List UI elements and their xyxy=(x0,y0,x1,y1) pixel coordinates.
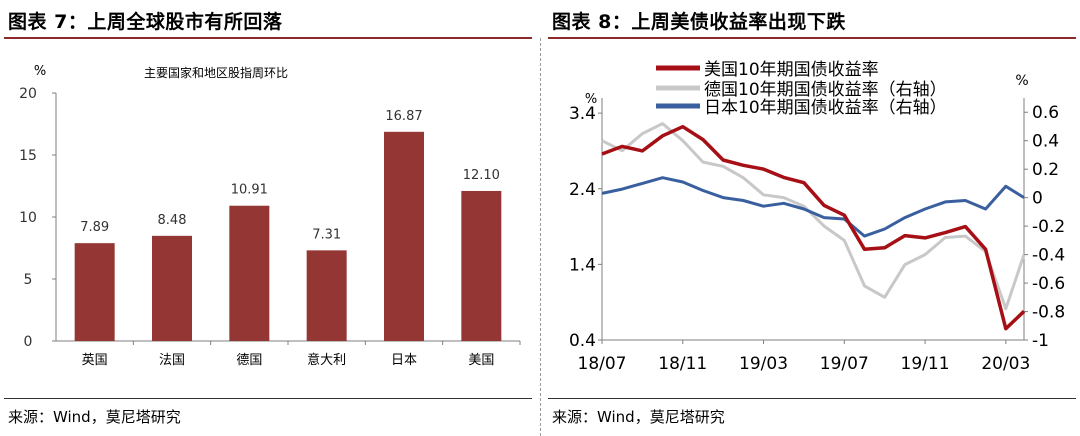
bar-category-label: 美国 xyxy=(468,353,494,368)
line-chart: 美国10年期国债收益率德国10年期国债收益率（右轴）日本10年期国债收益率（右轴… xyxy=(569,60,1065,374)
right-source-rule xyxy=(548,398,1076,399)
bar-value-label: 8.48 xyxy=(158,213,187,228)
bar-value-label: 10.91 xyxy=(231,183,268,198)
right-chart-panel: 图表 8：上周美债收益率出现下跌 美国10年期国债收益率 德国10年期国债收益率（… xyxy=(544,0,1080,436)
right-source-note: 来源：Wind，莫尼塔研究 xyxy=(552,408,725,426)
right-y-tick-label: 0.4 xyxy=(1032,132,1059,152)
right-axis-unit: % xyxy=(1015,73,1028,89)
bar-value-label: 7.89 xyxy=(80,220,109,235)
left-chart-title: 图表 7：上周全球股市有所回落 xyxy=(8,11,283,33)
series-line-3 xyxy=(601,176,1025,238)
bar-y-tick-label: 10 xyxy=(19,210,37,226)
left-y-tick-label: 1.4 xyxy=(569,255,596,275)
left-chart-panel: 图表 7：上周全球股市有所回落 主要国家和地区股指周环比% 0 5 10 15 20 7.8… xyxy=(0,0,536,436)
bar-y-tick-label: 5 xyxy=(24,272,33,288)
bar-y-tick-label: 15 xyxy=(19,148,37,164)
x-tick-label: 20/03 xyxy=(981,354,1030,374)
right-y-tick-label: -0.6 xyxy=(1032,274,1065,294)
bar-6 xyxy=(461,190,502,341)
left-y-tick-label: 0.4 xyxy=(569,331,596,351)
bar-value-label: 16.87 xyxy=(385,109,422,124)
x-tick-label: 19/03 xyxy=(739,354,788,374)
bar-y-unit: % xyxy=(34,64,46,79)
bar-chart-title: 主要国家和地区股指周环比 xyxy=(144,65,288,80)
x-tick-label: 18/07 xyxy=(578,354,627,374)
bar-1 xyxy=(74,243,115,341)
bar-category-label: 法国 xyxy=(159,353,185,368)
bar-y-tick-label: 20 xyxy=(19,86,37,102)
bar-value-label: 12.10 xyxy=(463,168,500,183)
left-axis-unit: % xyxy=(585,92,597,107)
bar-4 xyxy=(306,250,347,341)
right-y-tick-label: 0 xyxy=(1032,189,1043,209)
panel-divider xyxy=(540,38,541,436)
right-y-tick-label: -0.8 xyxy=(1032,303,1065,323)
bar-5 xyxy=(384,131,424,341)
series-line-2 xyxy=(601,122,1026,311)
bar-category-label: 意大利 xyxy=(307,352,346,368)
right-title-rule xyxy=(548,37,1076,39)
right-y-tick-label: -0.4 xyxy=(1032,246,1065,266)
bar-category-label: 德国 xyxy=(236,353,262,368)
legend-label: 美国10年期国债收益率 xyxy=(704,60,879,80)
right-chart-title: 图表 8：上周美债收益率出现下跌 xyxy=(552,11,846,33)
right-y-tick-label: -0.2 xyxy=(1032,217,1065,237)
legend-label: 德国10年期国债收益率（右轴） xyxy=(704,80,947,100)
series-line-1 xyxy=(601,124,1026,331)
x-tick-label: 19/11 xyxy=(901,354,950,374)
x-tick-label: 19/07 xyxy=(820,354,869,374)
bar-category-label: 日本 xyxy=(391,353,417,368)
bar-3 xyxy=(229,205,270,341)
bar-2 xyxy=(152,235,192,341)
right-y-tick-label: 0.6 xyxy=(1032,103,1059,123)
bar-y-tick-label: 0 xyxy=(24,334,33,350)
bar-value-label: 7.31 xyxy=(312,227,341,242)
left-title-rule xyxy=(4,37,532,39)
bar-chart: 主要国家和地区股指周环比% 0 5 10 15 20 7.89 英国 8.48 法国 10.91 德国… xyxy=(19,64,521,368)
right-y-tick-label: 0.2 xyxy=(1032,160,1059,180)
right-y-tick-label: -1 xyxy=(1032,331,1049,351)
left-source-note: 来源：Wind，莫尼塔研究 xyxy=(8,408,181,426)
left-source-rule xyxy=(4,398,532,399)
x-tick-label: 18/11 xyxy=(658,354,707,374)
left-y-tick-label: 2.4 xyxy=(569,180,596,200)
left-y-tick-label: 3.4 xyxy=(569,104,596,124)
legend-label: 日本10年期国债收益率（右轴） xyxy=(704,98,947,118)
bar-category-label: 英国 xyxy=(82,353,108,368)
